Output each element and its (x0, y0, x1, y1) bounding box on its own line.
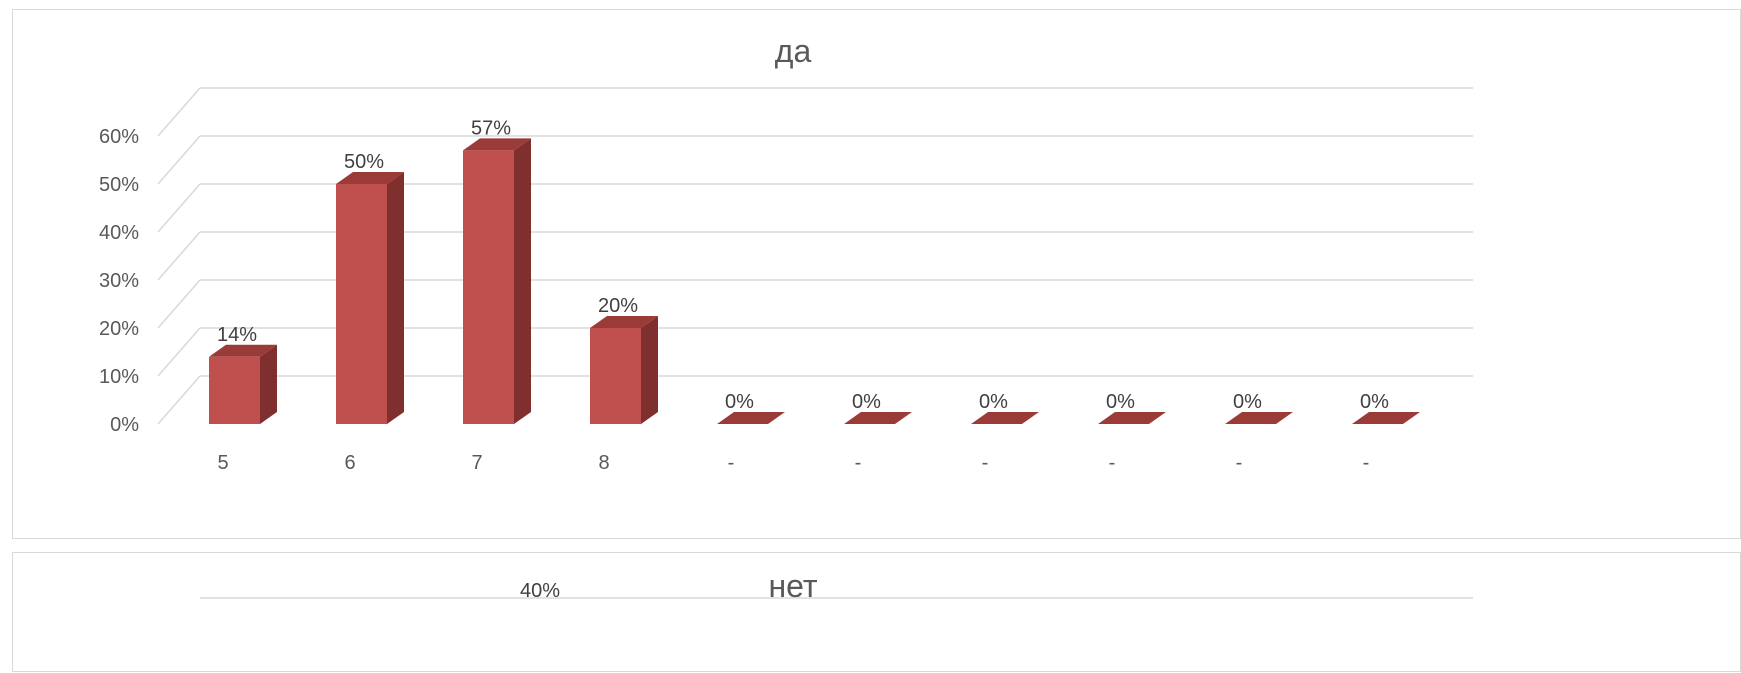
bar-top (1225, 412, 1293, 424)
bar-top (844, 412, 912, 424)
x-tick-label: - (728, 452, 735, 474)
bar-top (209, 344, 277, 357)
y-tick-label: 50% (99, 174, 139, 196)
y-tick-label: 60% (99, 126, 139, 148)
data-label: 0% (1233, 391, 1262, 413)
bar (209, 344, 277, 424)
bar (1098, 412, 1166, 424)
data-label: 0% (1106, 391, 1135, 413)
bar (971, 412, 1039, 424)
bar-side (387, 172, 404, 424)
data-label: 0% (725, 391, 754, 413)
y-tick-label: 40% (99, 222, 139, 244)
bar-front (209, 356, 260, 424)
chart-net-svg: нет 40% (200, 568, 1473, 604)
data-label: 0% (852, 391, 881, 413)
gridline-side (157, 375, 201, 425)
y-tick-label: 20% (99, 318, 139, 340)
bar (717, 412, 785, 424)
chart-panel-net: нет 40% (12, 552, 1741, 672)
bar (590, 316, 658, 424)
x-tick-label: - (855, 452, 862, 474)
bar-front (590, 328, 641, 424)
x-tick-label: - (1109, 452, 1116, 474)
bar (844, 412, 912, 424)
x-tick-label: - (1236, 452, 1243, 474)
x-tick-label: 5 (217, 452, 228, 474)
chart-da-svg: да 0%10%20%30%40%50%60% 14%50%57%20%0% 0%… (99, 33, 1473, 474)
x-tick-label: 6 (344, 452, 355, 474)
bar-top (1098, 412, 1166, 424)
chart-panel-da: да 0% 10% 20% 30% 40% 50% 60% 14% 50% 57% 20% 0% 0%… (12, 9, 1741, 539)
bar-top (336, 172, 404, 184)
x-tick-label: - (982, 452, 989, 474)
gridline-side (157, 279, 201, 329)
x-tick-label: 8 (598, 452, 609, 474)
x-tick-label: - (1363, 452, 1370, 474)
data-label: 0% (979, 391, 1008, 413)
bar (1225, 412, 1293, 424)
bar-top (717, 412, 785, 424)
gridline-side (157, 87, 201, 137)
y-tick-label: 0% (110, 414, 139, 436)
gridline-side (157, 327, 201, 377)
data-label: 40% (520, 580, 560, 602)
y-tick-label: 10% (99, 366, 139, 388)
bar-front (336, 184, 387, 424)
data-label: 14% (217, 324, 257, 346)
data-label: 57% (471, 117, 511, 139)
y-tick-label: 30% (99, 270, 139, 292)
chart-title: да (775, 33, 812, 69)
gridline-side (157, 231, 201, 281)
bar-top (590, 316, 658, 328)
gridline-side (157, 183, 201, 233)
bar-top (463, 138, 531, 151)
data-label: 0% (1360, 391, 1389, 413)
bar-side (641, 316, 658, 424)
bar-top (1352, 412, 1420, 424)
bar (463, 138, 531, 424)
bar (1352, 412, 1420, 424)
bar-front (463, 150, 514, 424)
bar-side (260, 344, 277, 424)
bar-top (971, 412, 1039, 424)
x-tick-label: 7 (471, 452, 482, 474)
data-label: 50% (344, 151, 384, 173)
gridline-side (157, 135, 201, 185)
data-label: 20% (598, 295, 638, 317)
bar (336, 172, 404, 424)
bar-side (514, 138, 531, 424)
